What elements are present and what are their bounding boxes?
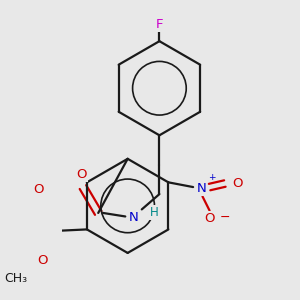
Text: N: N [129, 211, 138, 224]
Text: O: O [232, 177, 243, 190]
Text: O: O [204, 212, 215, 225]
Text: O: O [37, 254, 47, 266]
Text: F: F [156, 18, 163, 31]
Text: O: O [33, 183, 44, 196]
Text: N: N [196, 182, 206, 195]
Text: CH₃: CH₃ [5, 272, 28, 285]
Text: −: − [220, 211, 230, 224]
Text: O: O [76, 168, 87, 181]
Text: H: H [150, 206, 159, 219]
Text: +: + [208, 173, 216, 182]
